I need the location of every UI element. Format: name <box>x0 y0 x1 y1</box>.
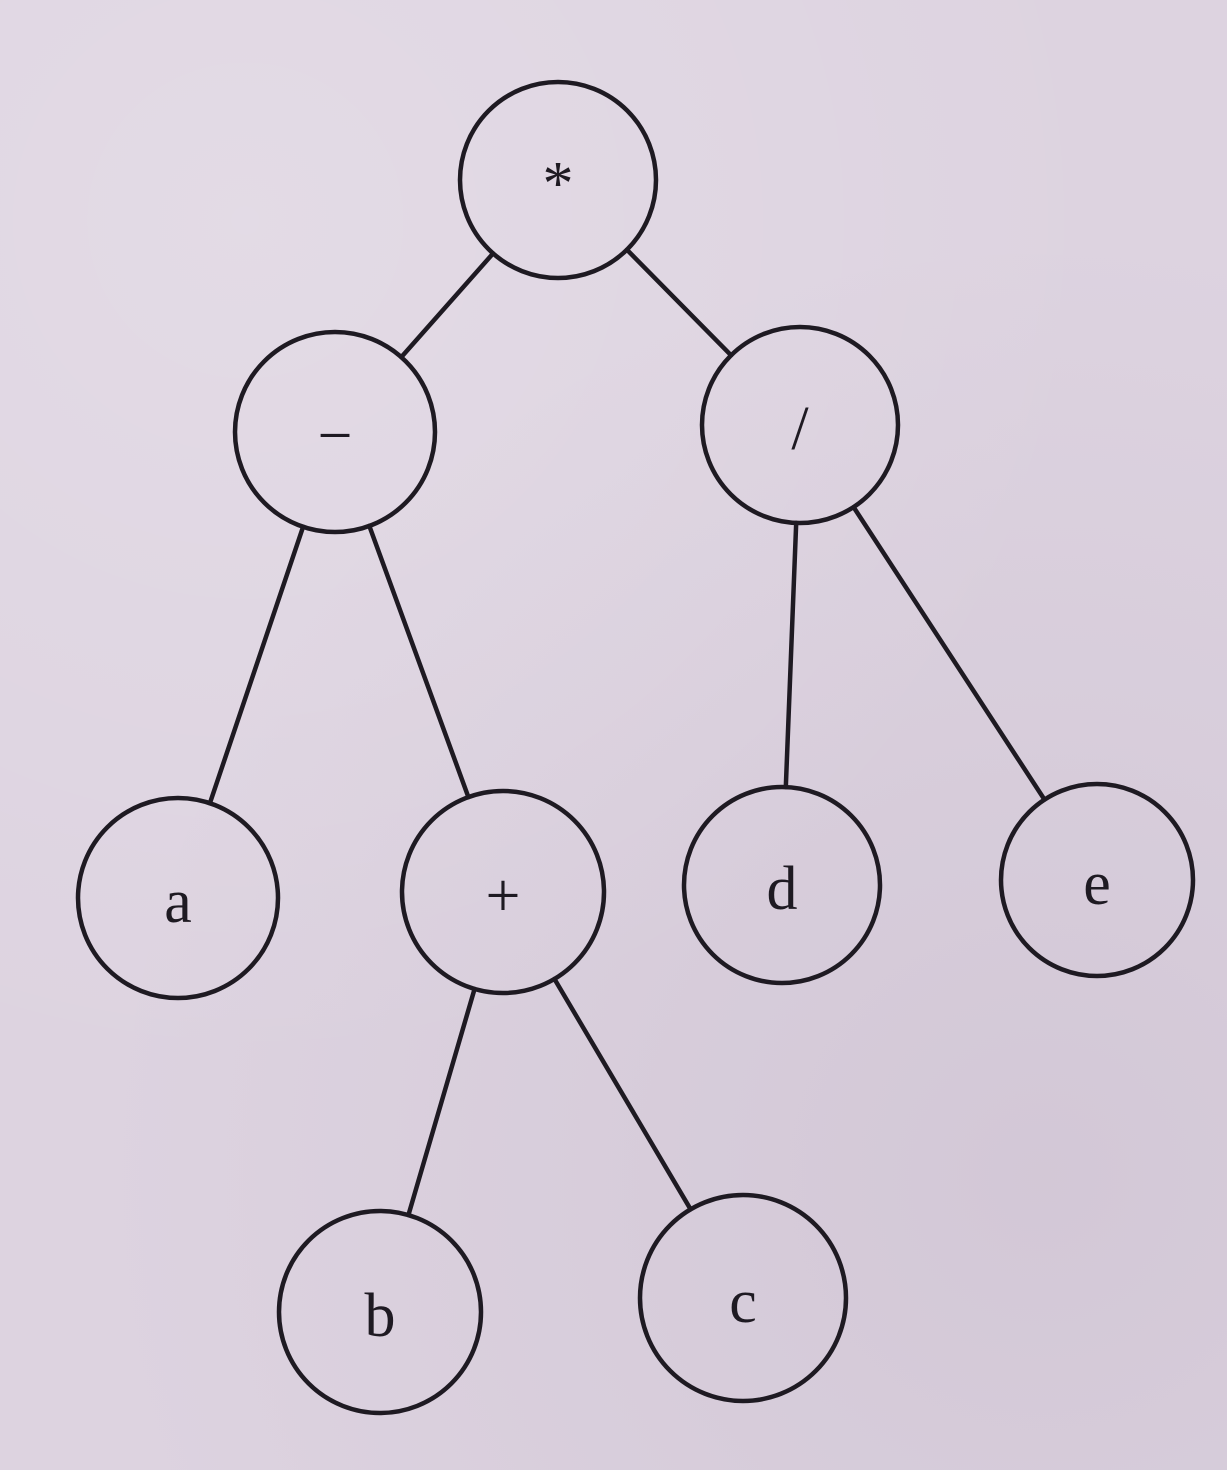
node-label-a: a <box>164 868 192 936</box>
node-circle-c <box>637 1192 849 1404</box>
edge-divide-to-e <box>851 504 1047 802</box>
node-circle-minus <box>232 329 438 535</box>
edge-minus-to-a <box>207 524 306 806</box>
node-label-divide: / <box>791 395 809 463</box>
edge-minus-to-plus <box>367 523 471 800</box>
node-multiply: * <box>457 79 659 281</box>
node-label-d: d <box>767 855 798 923</box>
node-circle-divide <box>699 324 901 526</box>
node-circle-multiply <box>457 79 659 281</box>
node-a: a <box>75 795 281 1001</box>
node-b: b <box>276 1208 484 1416</box>
node-circle-b <box>276 1208 484 1416</box>
node-label-c: c <box>729 1268 757 1336</box>
node-e: e <box>998 781 1196 979</box>
edge-multiply-to-minus <box>399 251 496 360</box>
node-label-minus: − <box>318 402 353 470</box>
tree-edges <box>207 247 1047 1218</box>
edge-plus-to-c <box>552 976 693 1212</box>
edge-multiply-to-divide <box>624 247 734 358</box>
node-circle-e <box>998 781 1196 979</box>
node-divide: / <box>699 324 901 526</box>
node-plus: + <box>399 788 607 996</box>
node-c: c <box>637 1192 849 1404</box>
edge-divide-to-d <box>783 520 799 790</box>
tree-nodes: * − / a + d e b c <box>75 79 1196 1416</box>
node-label-multiply: * <box>543 150 574 218</box>
node-label-b: b <box>365 1282 396 1350</box>
node-minus: − <box>232 329 438 535</box>
node-label-plus: + <box>486 862 521 930</box>
node-circle-plus <box>399 788 607 996</box>
node-label-e: e <box>1083 850 1111 918</box>
node-circle-a <box>75 795 281 1001</box>
node-d: d <box>681 784 883 986</box>
edge-plus-to-b <box>406 986 477 1218</box>
node-circle-d <box>681 784 883 986</box>
